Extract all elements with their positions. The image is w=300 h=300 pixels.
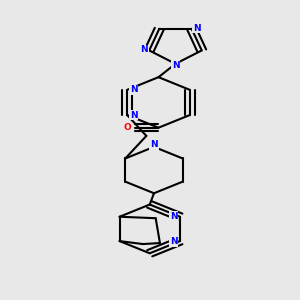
Text: N: N: [130, 85, 137, 94]
Text: N: N: [170, 212, 178, 220]
Text: N: N: [140, 45, 148, 54]
Text: N: N: [130, 111, 137, 120]
Text: N: N: [170, 237, 178, 246]
Text: N: N: [172, 61, 179, 70]
Text: N: N: [150, 140, 158, 149]
Text: N: N: [193, 24, 201, 33]
Text: O: O: [124, 123, 131, 132]
